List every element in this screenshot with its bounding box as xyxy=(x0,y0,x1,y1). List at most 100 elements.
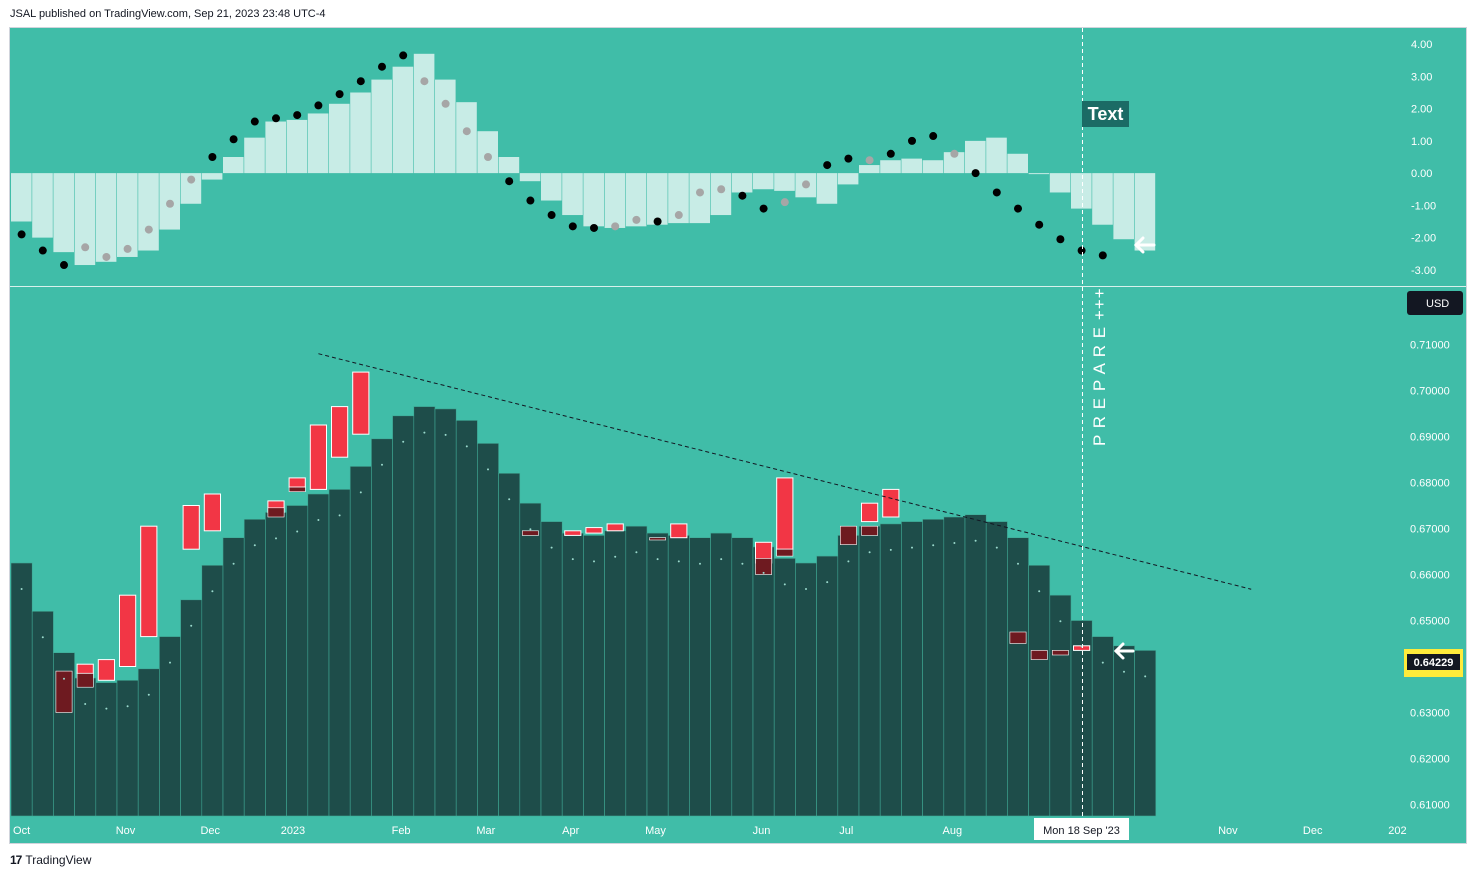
oscillator-bar xyxy=(53,173,74,253)
oscillator-bar xyxy=(901,158,922,174)
oscillator-bar xyxy=(519,173,541,182)
oscillator-bar xyxy=(583,173,604,227)
price-tick-label: 0.61000 xyxy=(1410,800,1450,812)
oscillator-dot xyxy=(844,154,853,163)
oscillator-dot xyxy=(632,215,641,224)
time-tick-label: Oct xyxy=(13,825,30,837)
oscillator-bar xyxy=(11,173,32,222)
price-marker-dot xyxy=(1101,661,1104,664)
price-bar xyxy=(392,415,415,817)
oscillator-bar xyxy=(986,137,1007,174)
oscillator-dot xyxy=(60,261,68,270)
oscillator-bar xyxy=(943,152,965,174)
price-marker-dot xyxy=(593,560,595,563)
dark-candle xyxy=(776,548,794,557)
oscillator-bar xyxy=(117,173,138,257)
price-marker-dot xyxy=(296,530,299,533)
crosshair-date-box xyxy=(1034,818,1129,840)
chart-border xyxy=(9,27,1467,844)
price-marker-dot xyxy=(84,703,87,705)
oscillator-dot xyxy=(123,244,132,253)
oscillator-bar xyxy=(604,173,626,228)
price-marker-dot xyxy=(1144,675,1147,678)
time-tick-label: Aug xyxy=(942,825,962,837)
time-tick-label: Apr xyxy=(562,825,579,837)
price-bar xyxy=(10,562,33,817)
oscillator-dot xyxy=(717,185,726,194)
price-bar xyxy=(985,521,1008,817)
oscillator-bar xyxy=(689,173,710,224)
price-bar xyxy=(964,514,987,817)
oscillator-bar xyxy=(435,79,456,174)
prepare-label: P R E P A R E +++ xyxy=(1090,287,1109,446)
price-bar xyxy=(519,502,542,817)
brand-label: TradingView xyxy=(25,853,92,867)
price-tick-label: 0.66000 xyxy=(1410,570,1450,582)
price-bar xyxy=(31,610,54,817)
price-marker-dot xyxy=(741,562,744,565)
time-tick-label: 2023 xyxy=(281,825,305,837)
price-bar xyxy=(477,443,499,817)
time-tick-label: Nov xyxy=(116,825,136,837)
price-marker-dot xyxy=(20,588,23,590)
tradingview-brand[interactable]: 17 TradingView xyxy=(10,853,91,867)
price-marker-dot xyxy=(317,519,320,521)
time-tick-label: 202 xyxy=(1388,825,1406,837)
oscillator-dot xyxy=(886,149,895,158)
price-bar xyxy=(689,537,711,817)
oscillator-bar xyxy=(1092,173,1113,225)
oscillator-dot xyxy=(293,111,302,120)
price-bar xyxy=(561,532,584,817)
oscillator-dot xyxy=(526,196,535,205)
oscillator-dot xyxy=(547,211,556,220)
price-marker-dot xyxy=(169,661,171,664)
oscillator-tick-label: 2.00 xyxy=(1411,104,1432,116)
time-tick-label: Jun xyxy=(753,825,771,837)
price-marker-dot xyxy=(1038,590,1041,593)
price-marker-dot xyxy=(571,558,574,561)
price-marker-dot xyxy=(211,590,214,593)
price-marker-dot xyxy=(783,583,786,586)
red-candle xyxy=(76,663,94,674)
price-bar xyxy=(180,599,203,817)
oscillator-tick-label: 3.00 xyxy=(1411,71,1432,83)
price-marker-dot xyxy=(911,546,913,549)
red-candle xyxy=(309,424,327,490)
red-candle xyxy=(331,406,349,458)
oscillator-bar xyxy=(816,173,838,204)
price-marker-dot xyxy=(105,707,108,710)
price-marker-dot xyxy=(359,491,362,494)
currency-badge[interactable] xyxy=(1407,291,1463,315)
oscillator-dot xyxy=(484,153,492,161)
oscillator-bar xyxy=(1134,173,1156,251)
oscillator-dot xyxy=(1056,235,1065,244)
oscillator-bar xyxy=(731,173,753,193)
price-marker-dot xyxy=(995,546,998,549)
price-marker-dot xyxy=(953,542,956,544)
text-label-box[interactable] xyxy=(1082,101,1129,127)
oscillator-bar xyxy=(201,173,223,180)
price-bar xyxy=(646,532,669,817)
dark-candle xyxy=(76,673,94,688)
oscillator-bar xyxy=(880,160,901,174)
oscillator-dot xyxy=(653,217,662,226)
oscillator-bar xyxy=(329,103,350,174)
price-tick-label: 0.63000 xyxy=(1410,708,1450,720)
oscillator-dot xyxy=(441,99,450,108)
red-candle xyxy=(861,502,879,523)
price-bar xyxy=(74,677,97,817)
price-marker-dot xyxy=(677,560,680,563)
oscillator-tick-label: 4.00 xyxy=(1411,39,1432,51)
oscillator-bar xyxy=(562,173,583,216)
oscillator-bar xyxy=(541,173,562,201)
trendline[interactable] xyxy=(318,353,1252,590)
oscillator-tick-label: -2.00 xyxy=(1411,233,1436,245)
dark-candle xyxy=(55,670,73,713)
red-candle xyxy=(882,488,900,518)
oscillator-bar xyxy=(74,173,96,266)
oscillator-bar xyxy=(668,173,689,224)
price-marker-dot xyxy=(1017,562,1019,565)
oscillator-dot xyxy=(314,101,323,110)
dark-candle xyxy=(1009,631,1027,644)
